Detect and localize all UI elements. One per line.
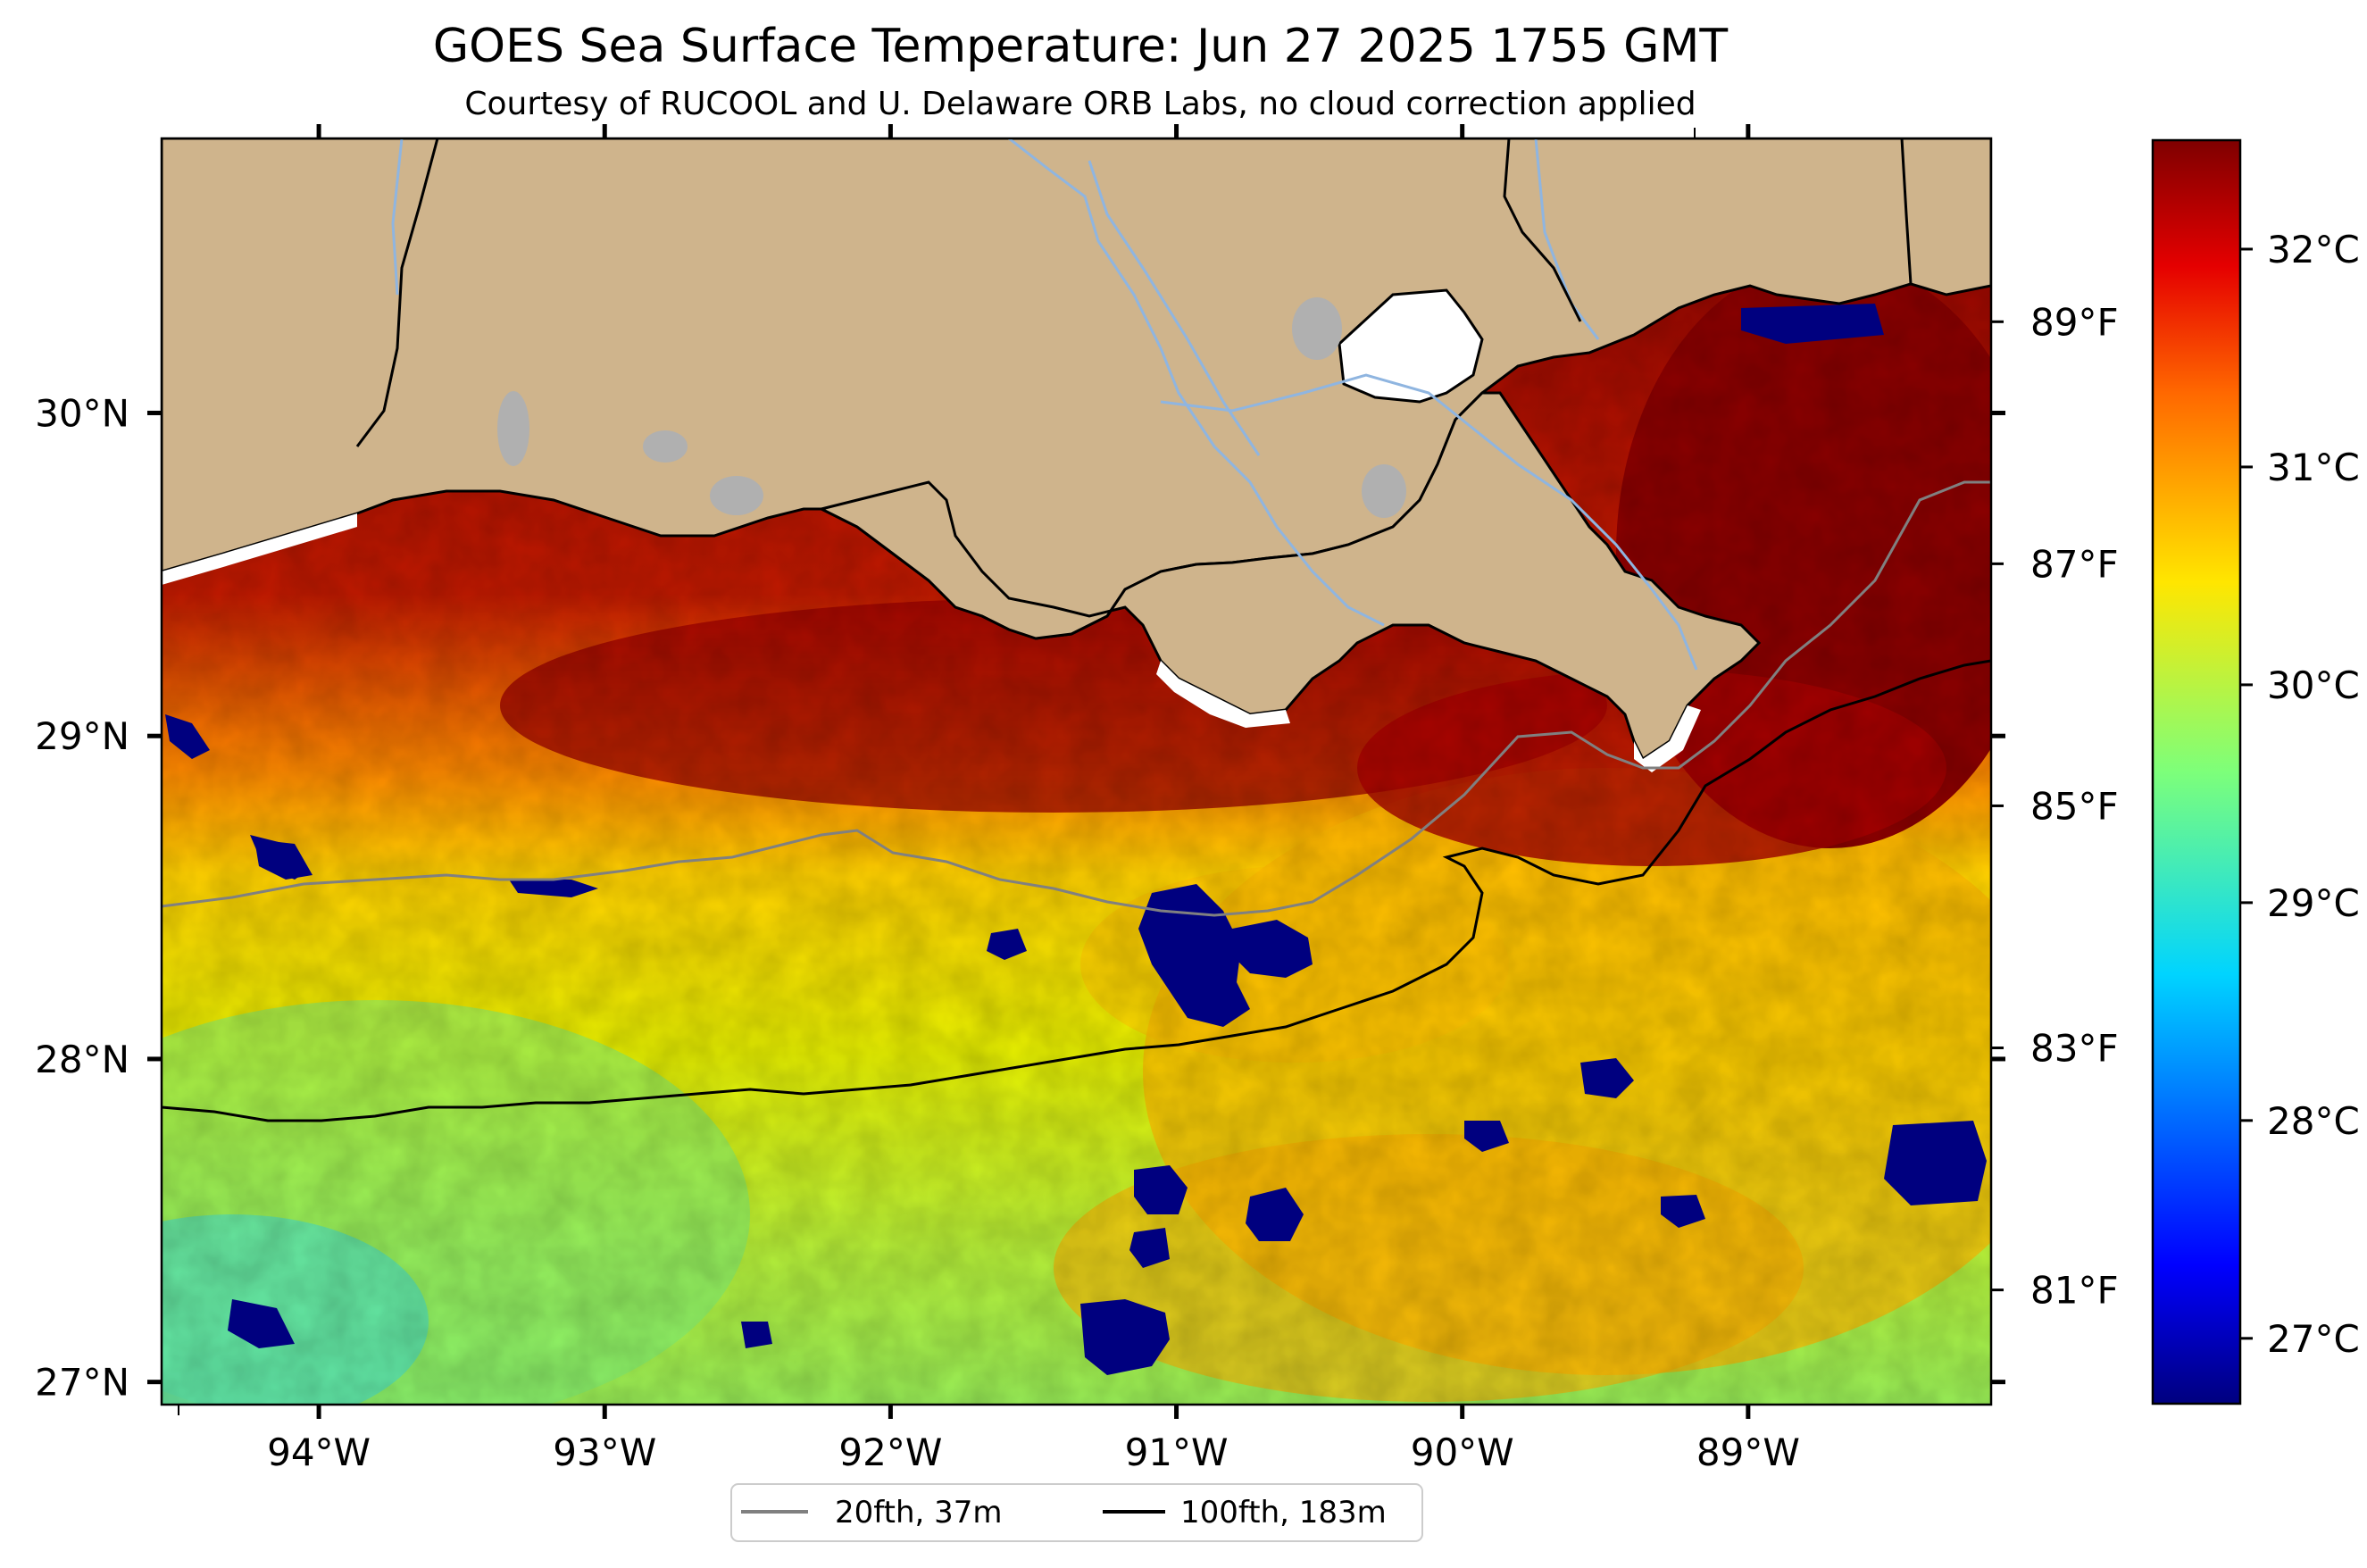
lat-tick-label: 28°N — [35, 1038, 129, 1081]
legend: 20fth, 37m 100fth, 183m — [730, 1483, 1423, 1542]
dark-patch — [228, 1299, 295, 1348]
dark-patch — [1080, 1299, 1170, 1375]
colorbar-celsius-axis: 27°C 28°C 29°C 30°C 31°C 32°C 81°F 83°F 85°F 87°F… — [1991, 228, 2360, 1361]
dark-patch — [165, 714, 210, 759]
minor-ticks — [178, 128, 1696, 1415]
lat-tick-label: 27°N — [35, 1361, 129, 1405]
colorbar-label-c: 31°C — [2267, 446, 2360, 489]
dark-patch — [254, 839, 313, 880]
dark-patch — [1246, 1188, 1304, 1241]
colorbar-gradient — [2153, 140, 2240, 1404]
dark-patch — [1884, 1121, 1987, 1205]
lon-tick-label: 94°W — [267, 1430, 371, 1474]
fahrenheit-label: 81°F — [2030, 1269, 2119, 1313]
fahrenheit-label: 87°F — [2030, 542, 2119, 586]
isobath-20fth — [162, 480, 1991, 917]
lake-pontchartrain — [1338, 288, 1484, 404]
lat-tick-label: 29°N — [35, 714, 129, 758]
dark-patch — [1232, 920, 1313, 978]
lon-tick-label: 91°W — [1125, 1430, 1229, 1474]
dark-patch — [1464, 1121, 1509, 1152]
isobath-100fth — [162, 659, 1991, 1122]
fahrenheit-label: 89°F — [2030, 300, 2119, 344]
dark-patch — [1129, 1228, 1170, 1268]
dark-patch — [1741, 304, 1884, 344]
legend-label-20fth: 20fth, 37m — [835, 1495, 1003, 1530]
dark-patch — [1661, 1195, 1705, 1228]
longitude-axis: 94°W 93°W 92°W 91°W 90°W 89°W — [267, 124, 1800, 1474]
map-panel — [162, 138, 1991, 1405]
dark-patch — [987, 929, 1027, 960]
legend-label-100fth: 100fth, 183m — [1180, 1495, 1387, 1530]
fahrenheit-label: 85°F — [2030, 784, 2119, 828]
colorbar-label-c: 30°C — [2267, 663, 2360, 707]
chart-subtitle: Courtesy of RUCOOL and U. Delaware ORB L… — [464, 86, 1696, 122]
state-border — [355, 138, 439, 447]
map-frame — [160, 137, 1993, 1406]
colorbar-label-c: 28°C — [2267, 1099, 2360, 1143]
rivers — [391, 138, 1698, 671]
dark-patch — [1138, 884, 1250, 1027]
colorbar-frame — [2151, 138, 2242, 1405]
latitude-axis: 27°N 28°N 29°N 30°N — [35, 391, 2005, 1405]
state-border — [1503, 138, 1582, 322]
lat-tick-label: 30°N — [35, 391, 129, 435]
inland-lakes — [497, 297, 1406, 518]
legend-box — [730, 1483, 1423, 1542]
dark-patch — [509, 880, 598, 897]
dark-patch — [1580, 1058, 1634, 1098]
state-border — [1900, 138, 1913, 285]
cloud-mask-patches — [165, 304, 1987, 1375]
colorbar-label-c: 32°C — [2267, 228, 2360, 271]
fahrenheit-label: 83°F — [2030, 1027, 2119, 1071]
lon-tick-label: 89°W — [1696, 1430, 1800, 1474]
colorbar-label-c: 27°C — [2267, 1317, 2360, 1361]
dark-patch — [1134, 1165, 1188, 1214]
lon-tick-label: 90°W — [1411, 1430, 1514, 1474]
colorbar-label-c: 29°C — [2267, 881, 2360, 925]
lon-tick-label: 92°W — [838, 1430, 942, 1474]
delta-coast — [817, 391, 1762, 762]
chart-title: GOES Sea Surface Temperature: Jun 27 202… — [432, 20, 1729, 73]
lon-tick-label: 93°W — [553, 1430, 656, 1474]
no-data-fringe — [162, 513, 1701, 772]
dark-patch — [741, 1322, 772, 1348]
